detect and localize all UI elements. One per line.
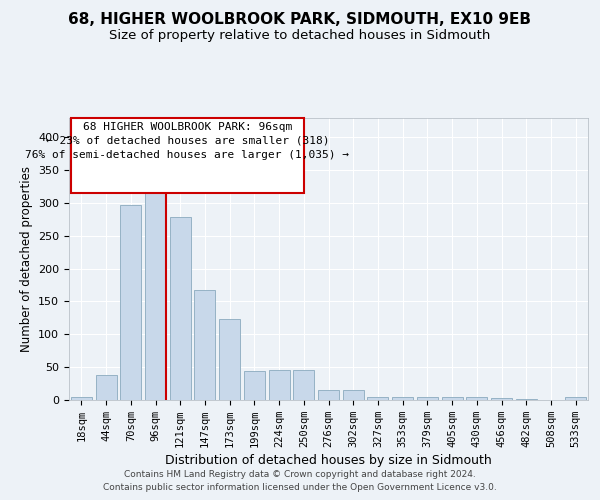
Bar: [417, 396, 438, 400]
Bar: [120, 205, 141, 400]
Bar: [318, 390, 339, 400]
Text: 68, HIGHER WOOLBROOK PARK, SIDMOUTH, EX10 9EB: 68, HIGHER WOOLBROOK PARK, SIDMOUTH, EX1…: [68, 12, 532, 28]
Y-axis label: Number of detached properties: Number of detached properties: [20, 166, 32, 352]
Bar: [71, 398, 92, 400]
Bar: [367, 396, 388, 400]
Text: Contains public sector information licensed under the Open Government Licence v3: Contains public sector information licen…: [103, 482, 497, 492]
X-axis label: Distribution of detached houses by size in Sidmouth: Distribution of detached houses by size …: [165, 454, 492, 467]
Bar: [170, 218, 191, 400]
Bar: [466, 396, 487, 400]
Text: Size of property relative to detached houses in Sidmouth: Size of property relative to detached ho…: [109, 29, 491, 42]
Text: 76% of semi-detached houses are larger (1,035) →: 76% of semi-detached houses are larger (…: [25, 150, 349, 160]
Bar: [194, 290, 215, 400]
Text: 68 HIGHER WOOLBROOK PARK: 96sqm: 68 HIGHER WOOLBROOK PARK: 96sqm: [83, 122, 292, 132]
Bar: [219, 319, 240, 400]
Bar: [392, 396, 413, 400]
Bar: [565, 398, 586, 400]
Bar: [95, 375, 116, 400]
Bar: [491, 398, 512, 400]
Bar: [343, 390, 364, 400]
Bar: [269, 370, 290, 400]
Bar: [145, 184, 166, 400]
Text: ← 23% of detached houses are smaller (318): ← 23% of detached houses are smaller (31…: [46, 136, 329, 145]
Bar: [244, 371, 265, 400]
Text: Contains HM Land Registry data © Crown copyright and database right 2024.: Contains HM Land Registry data © Crown c…: [124, 470, 476, 479]
Bar: [293, 370, 314, 400]
Bar: [442, 396, 463, 400]
